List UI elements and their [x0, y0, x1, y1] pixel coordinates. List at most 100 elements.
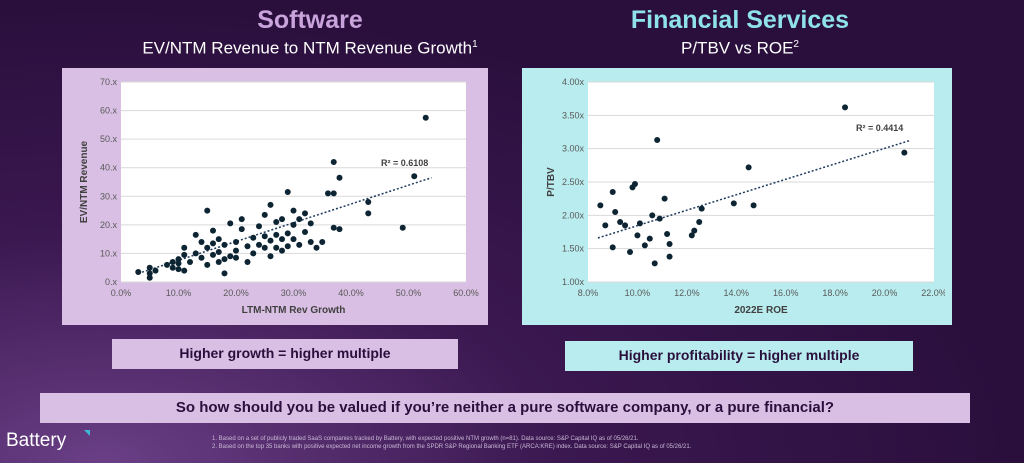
financial-footnote-mark: 2: [793, 39, 799, 50]
y-tick-label: 50.x: [100, 134, 118, 144]
data-point: [238, 226, 245, 233]
data-point: [210, 251, 216, 258]
data-point: [656, 215, 663, 222]
x-tick-label: 18.0%: [822, 288, 848, 298]
data-point: [279, 236, 285, 243]
x-axis-label: LTM-NTM Rev Growth: [242, 305, 346, 316]
data-point: [215, 259, 222, 265]
data-point: [730, 200, 737, 207]
data-point: [267, 201, 274, 208]
data-point: [646, 235, 653, 242]
data-point: [688, 232, 695, 239]
y-tick-label: 40.x: [100, 163, 118, 173]
data-point: [244, 243, 251, 250]
data-point: [267, 253, 274, 260]
data-point: [302, 210, 308, 217]
data-point: [631, 181, 638, 187]
data-point: [273, 244, 280, 251]
data-point: [664, 231, 671, 237]
data-point: [227, 220, 234, 227]
data-point: [181, 267, 188, 274]
data-point: [256, 241, 262, 248]
data-point: [666, 253, 673, 260]
x-tick-label: 12.0%: [674, 288, 700, 298]
data-point: [901, 149, 908, 156]
financial-scatter-chart: 1.00x 1.50x 2.00x 2.50x 3.00x 3.50x 4.00x 8.0% 1…: [546, 77, 945, 316]
data-point: [146, 264, 153, 271]
data-point: [651, 260, 658, 267]
question-banner: So how should you be valued if you’re ne…: [40, 393, 970, 423]
financial-chart-panel: 1.00x 1.50x 2.00x 2.50x 3.00x 3.50x 4.00x 8.0% 1…: [522, 68, 952, 325]
software-title: Software: [257, 6, 363, 34]
data-point: [187, 259, 193, 265]
data-point: [250, 250, 257, 257]
data-point: [284, 230, 291, 237]
logo-accent-icon: [84, 430, 90, 436]
financial-callout: Higher profitability = higher multiple: [565, 341, 913, 371]
data-point: [250, 234, 257, 241]
data-point: [636, 220, 643, 227]
r-squared-label: R² = 0.4414: [856, 123, 903, 133]
footnote-1: 1. Based on a set of publicly traded Saa…: [212, 436, 639, 442]
data-point: [227, 253, 234, 260]
data-point: [152, 267, 159, 274]
x-tick-label: 40.0%: [338, 288, 364, 298]
data-point: [745, 164, 752, 171]
data-point: [221, 256, 228, 263]
data-point: [296, 241, 303, 248]
y-tick-label: 1.50x: [562, 244, 585, 254]
data-point: [399, 224, 406, 231]
data-point: [284, 243, 291, 250]
data-point: [273, 231, 280, 238]
x-tick-label: 50.0%: [396, 288, 422, 298]
data-point: [204, 261, 211, 268]
x-tick-label: 10.0%: [166, 288, 192, 298]
data-point: [233, 254, 239, 261]
data-point: [290, 207, 297, 214]
data-point: [422, 114, 429, 121]
x-tick-label: 30.0%: [281, 288, 307, 298]
software-callout: Higher growth = higher multiple: [112, 339, 458, 369]
software-subtitle: EV/NTM Revenue to NTM Revenue Growth: [142, 38, 473, 58]
data-point: [296, 216, 303, 223]
y-tick-label: 30.x: [100, 191, 118, 201]
data-point: [164, 261, 170, 268]
software-chart-panel: 0.x 10.x 20.x 30.x 40.x 50.x 60.x 70.x 0.0% 10.0%…: [62, 68, 488, 325]
data-point: [261, 211, 268, 218]
data-point: [233, 247, 239, 254]
data-point: [319, 239, 326, 245]
x-tick-label: 14.0%: [724, 288, 750, 298]
x-axis-label: 2022E ROE: [734, 305, 788, 316]
data-point: [330, 224, 337, 231]
data-point: [365, 210, 372, 217]
data-point: [617, 219, 624, 225]
data-point: [641, 242, 648, 249]
data-point: [307, 220, 314, 227]
y-tick-label: 1.00x: [562, 277, 585, 287]
data-point: [330, 190, 337, 197]
plot-area: [121, 82, 466, 282]
x-tick-label: 0.0%: [111, 288, 132, 298]
data-point: [634, 232, 641, 239]
r-squared-label: R² = 0.6108: [381, 158, 428, 168]
data-point: [290, 236, 297, 243]
data-point: [210, 227, 216, 234]
data-point: [181, 244, 188, 251]
data-point: [691, 227, 698, 234]
y-tick-label: 3.50x: [562, 110, 585, 120]
data-point: [210, 240, 216, 247]
data-point: [330, 159, 337, 165]
data-point: [609, 189, 616, 195]
data-point: [627, 249, 634, 255]
data-point: [284, 189, 291, 195]
x-tick-label: 10.0%: [625, 288, 651, 298]
data-point: [233, 239, 239, 245]
data-point: [649, 212, 656, 219]
y-tick-label: 0.x: [105, 277, 118, 287]
data-point: [175, 260, 182, 267]
x-tick-label: 20.0%: [223, 288, 249, 298]
data-point: [221, 270, 228, 277]
data-point: [198, 239, 205, 245]
data-point: [661, 195, 668, 202]
trendline: [138, 177, 432, 275]
